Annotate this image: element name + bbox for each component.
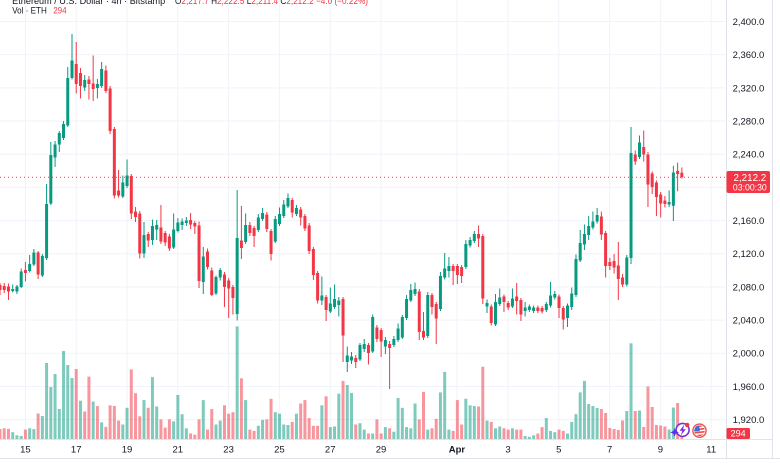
svg-text:5: 5 <box>556 445 561 456</box>
svg-text:11: 11 <box>706 445 716 456</box>
svg-text:2,400.0: 2,400.0 <box>733 17 765 28</box>
svg-text:1,920.0: 1,920.0 <box>733 415 765 426</box>
svg-text:Ethereum / U.S. Dollar · 4h ·: Ethereum / U.S. Dollar · 4h · Bitstamp <box>12 0 165 6</box>
svg-text:2,120.0: 2,120.0 <box>733 249 765 260</box>
svg-text:2,320.0: 2,320.0 <box>733 83 765 94</box>
svg-text:2,160.0: 2,160.0 <box>733 216 765 227</box>
svg-text:Vol · ETH: Vol · ETH <box>12 5 47 15</box>
svg-text:2,280.0: 2,280.0 <box>733 116 765 127</box>
svg-text:23: 23 <box>223 445 234 456</box>
svg-text:21: 21 <box>173 445 184 456</box>
svg-text:25: 25 <box>274 445 285 456</box>
svg-text:7: 7 <box>607 445 612 456</box>
svg-text:2,040.0: 2,040.0 <box>733 316 765 327</box>
svg-text:27: 27 <box>325 445 336 456</box>
svg-text:15: 15 <box>20 445 31 456</box>
svg-text:2,360.0: 2,360.0 <box>733 50 765 61</box>
svg-text:Apr: Apr <box>449 445 466 456</box>
svg-text:2,240.0: 2,240.0 <box>733 150 765 161</box>
svg-text:19: 19 <box>122 445 133 456</box>
svg-text:3: 3 <box>505 445 510 456</box>
svg-text:1,960.0: 1,960.0 <box>733 382 765 393</box>
svg-text:O2,217.7 H2,222.5 L2,211.4 C2,: O2,217.7 H2,222.5 L2,211.4 C2,212.2 −4.0… <box>175 0 368 6</box>
svg-text:29: 29 <box>376 445 387 456</box>
svg-text:2,080.0: 2,080.0 <box>733 282 765 293</box>
svg-text:9: 9 <box>658 445 663 456</box>
svg-text:03:00:30: 03:00:30 <box>733 182 767 192</box>
svg-text:2,000.0: 2,000.0 <box>733 349 765 360</box>
svg-text:294: 294 <box>731 429 746 439</box>
svg-text:2,212.2: 2,212.2 <box>734 173 767 184</box>
svg-text:294: 294 <box>53 5 66 15</box>
svg-text:17: 17 <box>71 445 82 456</box>
